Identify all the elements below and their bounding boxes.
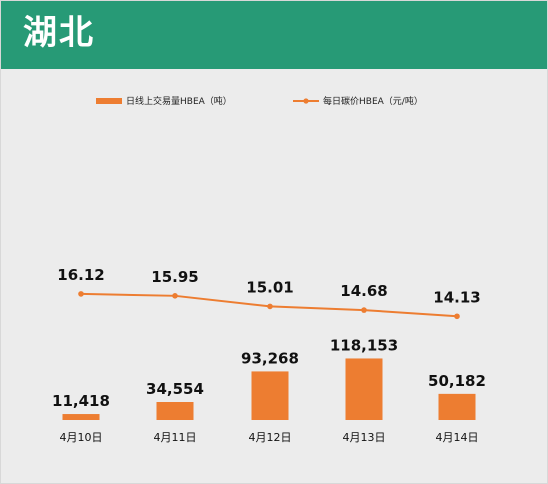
x-tick-label: 4月14日	[436, 431, 479, 444]
bar-value-label: 118,153	[330, 336, 398, 354]
bar	[156, 402, 194, 420]
legend-line-label: 每日碳价HBEA（元/吨）	[323, 95, 423, 107]
bar-value-label: 50,182	[428, 372, 486, 390]
legend: 日线上交易量HBEA（吨） 每日碳价HBEA（元/吨）	[96, 95, 423, 107]
bar	[251, 371, 289, 420]
line-point	[267, 303, 273, 310]
bar-value-label: 11,418	[52, 392, 110, 410]
legend-line-marker	[303, 98, 309, 104]
bar-value-label: 93,268	[241, 349, 299, 367]
x-tick-label: 4月13日	[343, 431, 386, 444]
line-point	[172, 293, 178, 299]
combo-chart: 日线上交易量HBEA（吨） 每日碳价HBEA（元/吨） 11,418 34,554…	[52, 95, 486, 444]
line-point	[361, 307, 367, 313]
line-value-label: 14.13	[433, 288, 480, 306]
bar	[438, 393, 476, 420]
x-axis-ticks: 4月10日 4月11日 4月12日 4月13日 4月14日	[60, 431, 479, 444]
bar-series: 11,418 34,554 93,268 118,153 50,182	[52, 336, 486, 420]
line-series: 16.12 15.95 15.01 14.68 14.13	[57, 266, 481, 320]
line-value-label: 14.68	[340, 282, 387, 300]
x-tick-label: 4月11日	[154, 431, 197, 444]
bar	[62, 414, 100, 420]
bar-value-label: 34,554	[146, 380, 204, 398]
x-tick-label: 4月10日	[60, 431, 103, 444]
legend-bar-label: 日线上交易量HBEA（吨）	[126, 95, 232, 107]
x-tick-label: 4月12日	[249, 431, 292, 444]
bar	[345, 358, 383, 420]
line-value-label: 16.12	[57, 266, 104, 284]
legend-bar-swatch	[96, 98, 122, 104]
header-bar: 湖北	[1, 1, 547, 69]
line-point	[454, 313, 460, 320]
line-value-label: 15.01	[246, 278, 293, 296]
region-title: 湖北	[23, 13, 95, 53]
line-value-label: 15.95	[151, 268, 198, 286]
line-point	[78, 291, 84, 297]
